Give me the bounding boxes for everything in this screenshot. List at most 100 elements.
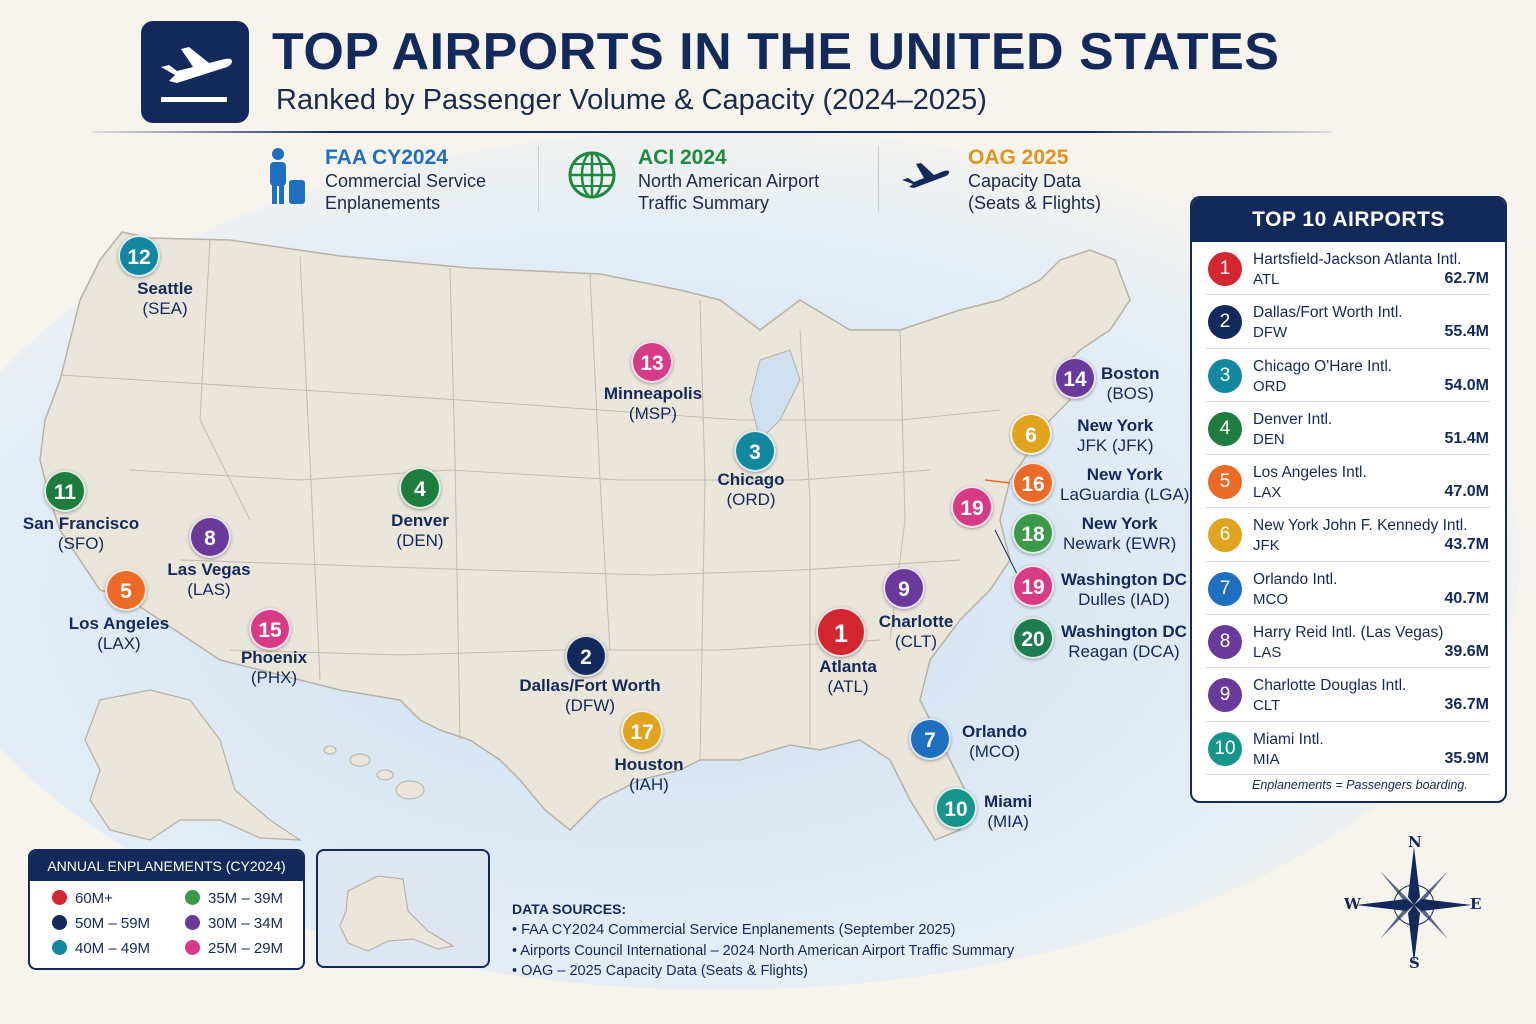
legend-swatch bbox=[52, 890, 67, 905]
airport-marker-ord[interactable]: 3 bbox=[734, 430, 776, 472]
airport-code: MCO bbox=[1253, 590, 1288, 608]
source-title: OAG 2025 bbox=[968, 146, 1069, 169]
compass-s: S bbox=[1409, 954, 1420, 972]
airport-label-las: Las Vegas (LAS) bbox=[167, 560, 250, 600]
airport-marker-iah[interactable]: 17 bbox=[621, 710, 663, 752]
alaska-inset bbox=[316, 849, 490, 968]
airport-name: Hartsfield-Jackson Atlanta Intl. bbox=[1253, 251, 1462, 268]
city-name: Miami bbox=[984, 792, 1033, 811]
city-name: Houston bbox=[614, 755, 684, 774]
airport-code: Newark (EWR) bbox=[1063, 534, 1177, 553]
airport-code: JFK bbox=[1253, 537, 1280, 555]
source-divider bbox=[538, 146, 539, 212]
airport-marker-mia[interactable]: 10 bbox=[935, 787, 977, 829]
compass-icon bbox=[1356, 847, 1472, 963]
rank-badge: 5 bbox=[1208, 465, 1242, 500]
airport-code: DEN bbox=[1253, 430, 1285, 448]
airport-marker-msp[interactable]: 13 bbox=[631, 341, 673, 383]
top10-row[interactable]: 7 Orlando Intl. MCO 40.7M bbox=[1206, 562, 1491, 616]
top10-heading: TOP 10 AIRPORTS bbox=[1192, 198, 1505, 242]
enplanements-value: 62.7M bbox=[1444, 270, 1489, 287]
city-name: Phoenix bbox=[240, 648, 308, 667]
legend-swatch bbox=[185, 940, 200, 955]
airport-marker-lax[interactable]: 5 bbox=[105, 569, 147, 611]
legend-label: 40M – 49M bbox=[75, 940, 151, 957]
page-title: TOP AIRPORTS IN THE UNITED STATES bbox=[272, 23, 1280, 81]
airport-marker-sea[interactable]: 12 bbox=[118, 235, 160, 277]
legend-item: 30M – 34M bbox=[185, 915, 283, 932]
top10-row[interactable]: 3 Chicago O'Hare Intl. ORD 54.0M bbox=[1206, 349, 1491, 402]
airport-marker-dca[interactable]: 20 bbox=[1012, 617, 1054, 659]
airport-code: LaGuardia (LGA) bbox=[1060, 485, 1190, 504]
airport-marker-clt[interactable]: 9 bbox=[883, 567, 925, 609]
airport-label-sfo: San Francisco (SFO) bbox=[23, 514, 139, 554]
airport-marker-iad[interactable]: 19 bbox=[1012, 565, 1054, 607]
legend-heading: ANNUAL ENPLANEMENTS (CY2024) bbox=[30, 851, 303, 881]
connector-lines bbox=[984, 479, 1011, 484]
top10-row[interactable]: 10 Miami Intl. MIA 35.9M bbox=[1206, 722, 1491, 775]
airport-code: (LAS) bbox=[187, 580, 231, 599]
airport-name: Los Angeles Intl. bbox=[1253, 464, 1367, 482]
city-name: Seattle bbox=[137, 279, 193, 298]
source-line: North American Airport bbox=[638, 171, 820, 191]
source-line: (Seats & Flights) bbox=[968, 193, 1102, 213]
airport-code: DFW bbox=[1253, 324, 1288, 342]
airport-marker-lga[interactable]: 16 bbox=[1012, 462, 1054, 504]
top10-row[interactable]: 2 Dallas/Fort Worth Intl. DFW 55.4M bbox=[1206, 295, 1491, 349]
top10-row[interactable]: 1 Hartsfield-Jackson Atlanta Intl. ATL 62.7… bbox=[1206, 242, 1491, 296]
airport-code: LAX bbox=[1253, 484, 1282, 502]
airport-label-lga: New York LaGuardia (LGA) bbox=[1060, 465, 1189, 505]
airport-code: (DEN) bbox=[396, 531, 444, 550]
airport-code: ORD bbox=[1253, 377, 1287, 395]
airport-code: MIA bbox=[1253, 750, 1280, 768]
airport-code: Reagan (DCA) bbox=[1068, 642, 1180, 661]
airport-marker-den[interactable]: 4 bbox=[399, 467, 441, 509]
airport-name: Harry Reid Intl. (Las Vegas) bbox=[1253, 624, 1444, 642]
airplane-icon bbox=[161, 47, 233, 102]
city-name: Dallas/Fort Worth bbox=[519, 676, 661, 695]
airport-label-ord: Chicago (ORD) bbox=[717, 470, 784, 510]
airport-label-dca: Washington DC Reagan (DCA) bbox=[1061, 622, 1187, 662]
airport-marker-ewr[interactable]: 18 bbox=[1012, 512, 1054, 554]
airport-marker-bos[interactable]: 14 bbox=[1054, 357, 1096, 399]
airport-marker-sfo[interactable]: 11 bbox=[44, 470, 86, 512]
airport-marker-mco[interactable]: 7 bbox=[909, 718, 951, 760]
enplanements-value: 55.4M bbox=[1444, 323, 1489, 341]
rank-badge: 1 bbox=[1208, 252, 1242, 286]
legend-label: 25M – 29M bbox=[208, 940, 284, 957]
legend-label: 50M – 59M bbox=[75, 915, 151, 932]
airport-marker-19-map[interactable]: 19 bbox=[951, 486, 993, 528]
airport-label-iad: Washington DC Dulles (IAD) bbox=[1061, 570, 1187, 610]
airport-code: CLT bbox=[1253, 697, 1281, 715]
legend-swatch bbox=[185, 915, 200, 930]
top10-row[interactable]: 5 Los Angeles Intl. LAX 47.0M bbox=[1206, 455, 1491, 509]
source-line: Enplanements bbox=[325, 193, 441, 213]
airport-code: (BOS) bbox=[1106, 384, 1154, 403]
rank-badge: 10 bbox=[1208, 731, 1242, 766]
top10-row[interactable]: 9 Charlotte Douglas Intl. CLT 36.7M bbox=[1206, 668, 1491, 722]
airport-code: (MCO) bbox=[969, 742, 1021, 761]
data-sources: DATA SOURCES: • FAA CY2024 Commercial Se… bbox=[512, 901, 1014, 982]
airport-marker-phx[interactable]: 15 bbox=[249, 608, 291, 650]
airport-marker-jfk[interactable]: 6 bbox=[1010, 413, 1052, 455]
airport-marker-atl[interactable]: 1 bbox=[816, 607, 866, 657]
city-name: San Francisco bbox=[22, 514, 140, 533]
legend-item: 60M+ bbox=[52, 890, 113, 907]
airport-marker-dfw[interactable]: 2 bbox=[565, 635, 607, 677]
city-name: Boston bbox=[1101, 364, 1160, 383]
airport-label-dfw: Dallas/Fort Worth (DFW) bbox=[519, 676, 660, 716]
airport-label-jfk: New York JFK (JFK) bbox=[1077, 416, 1154, 456]
top10-row[interactable]: 6 New York John F. Kennedy Intl. JFK 43.7M bbox=[1206, 508, 1491, 562]
rank-badge: 9 bbox=[1208, 678, 1242, 713]
airport-code: Dulles (IAD) bbox=[1078, 590, 1170, 609]
contiguous-us-landmass bbox=[39, 231, 1131, 841]
great-lakes bbox=[749, 349, 801, 441]
city-name: Charlotte bbox=[878, 612, 954, 631]
airport-marker-las[interactable]: 8 bbox=[189, 516, 231, 558]
city-name: Los Angeles bbox=[68, 614, 170, 633]
top10-row[interactable]: 4 Denver Intl. DEN 51.4M bbox=[1206, 402, 1491, 456]
airport-code: (ORD) bbox=[726, 490, 776, 509]
top10-row[interactable]: 8 Harry Reid Intl. (Las Vegas) LAS 39.6M bbox=[1206, 615, 1491, 669]
page-subtitle: Ranked by Passenger Volume & Capacity (2… bbox=[276, 84, 987, 116]
